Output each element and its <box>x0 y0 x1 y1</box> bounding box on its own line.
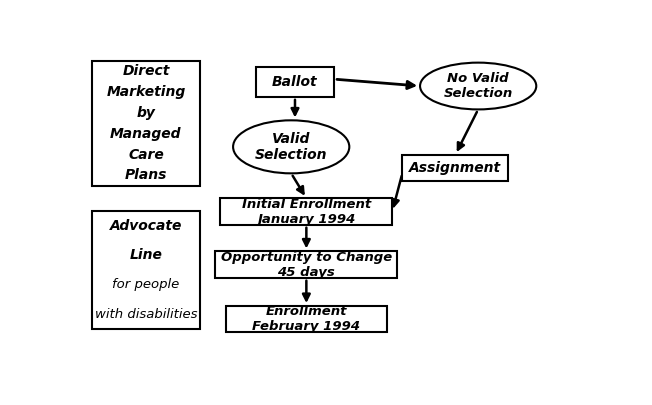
Text: Enrollment
February 1994: Enrollment February 1994 <box>252 305 361 333</box>
FancyBboxPatch shape <box>215 251 397 278</box>
FancyBboxPatch shape <box>220 198 393 225</box>
Text: No Valid
Selection: No Valid Selection <box>443 72 512 100</box>
Text: Plans: Plans <box>125 168 167 182</box>
Text: Managed: Managed <box>110 127 182 141</box>
Text: for people: for people <box>112 278 179 291</box>
FancyBboxPatch shape <box>256 67 334 97</box>
FancyBboxPatch shape <box>91 211 200 329</box>
Text: Opportunity to Change
45 days: Opportunity to Change 45 days <box>221 251 392 279</box>
Text: Assignment: Assignment <box>409 161 501 175</box>
Text: Valid
Selection: Valid Selection <box>255 132 327 162</box>
Text: Line: Line <box>130 248 162 262</box>
Text: Advocate: Advocate <box>110 219 182 232</box>
Text: Ballot: Ballot <box>272 75 318 89</box>
Text: Initial Enrollment
January 1994: Initial Enrollment January 1994 <box>242 198 371 226</box>
Text: Care: Care <box>128 148 164 162</box>
Ellipse shape <box>233 120 349 173</box>
Text: Marketing: Marketing <box>106 85 186 99</box>
FancyBboxPatch shape <box>91 61 200 186</box>
Text: by: by <box>136 106 155 120</box>
FancyBboxPatch shape <box>402 155 509 181</box>
Text: Direct: Direct <box>122 64 170 79</box>
Text: with disabilities: with disabilities <box>95 308 197 321</box>
Ellipse shape <box>420 63 537 109</box>
FancyBboxPatch shape <box>226 306 387 333</box>
